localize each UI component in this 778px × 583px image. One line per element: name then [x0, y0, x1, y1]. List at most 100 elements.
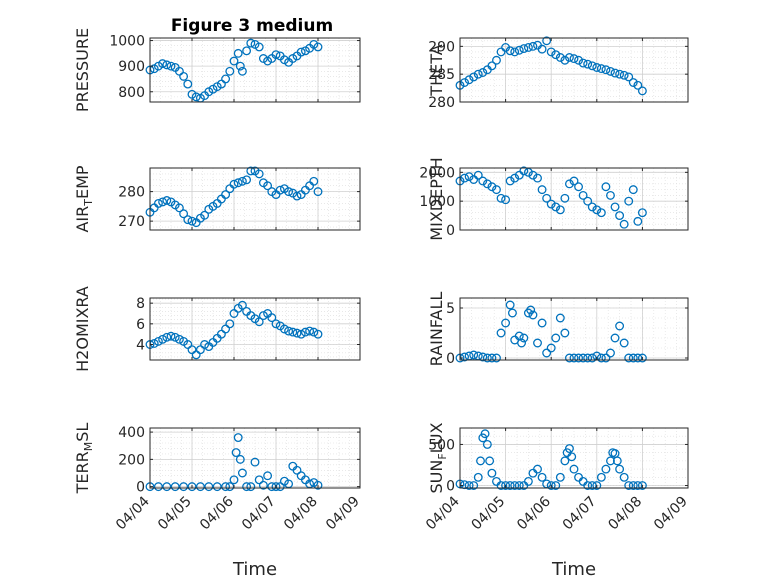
data-point: [628, 185, 638, 195]
data-point: [592, 481, 602, 490]
data-point: [533, 338, 542, 348]
x-tick-label: 04/07: [560, 494, 600, 534]
y-tick-label: 8: [136, 296, 145, 312]
axes-frame: [459, 167, 689, 231]
data-point: [305, 326, 315, 336]
data-point: [615, 321, 625, 331]
y-tick-label: 280: [118, 185, 145, 201]
data-point: [473, 472, 483, 482]
data-point: [510, 47, 520, 57]
data-point: [267, 313, 277, 323]
data-point: [187, 216, 197, 226]
y-axis-label: TERRMSL: [73, 423, 95, 495]
data-point: [235, 61, 245, 71]
data-point: [555, 205, 565, 215]
data-point: [505, 46, 515, 56]
data-point: [275, 185, 285, 195]
data-point: [496, 481, 506, 490]
data-point: [528, 170, 538, 180]
data-point: [519, 44, 529, 54]
data-point: [564, 53, 574, 62]
data-point: [551, 50, 561, 60]
data-point: [271, 482, 281, 492]
panel-h2omixra: 4 6 8 H2OMIXRA: [73, 286, 361, 372]
data-point: [284, 187, 294, 197]
data-point: [229, 56, 239, 66]
data-point: [555, 53, 565, 62]
x-tick-label: 04/08: [281, 494, 321, 534]
data-point: [526, 305, 536, 315]
data-point: [542, 348, 552, 358]
panel-sun_flux: 0 500 04/04 04/05 04/06 04/07 04/08 04/09 Time SU…: [423, 422, 691, 580]
data-point: [564, 353, 574, 363]
data-point: [473, 69, 483, 79]
data-point: [528, 41, 538, 51]
data-point: [162, 332, 172, 342]
data-point: [237, 66, 247, 76]
data-point: [564, 444, 574, 453]
data-point: [615, 69, 625, 79]
data-point: [542, 193, 552, 203]
data-point: [313, 329, 323, 339]
data-point: [221, 482, 231, 492]
data-point: [596, 64, 606, 74]
y-tick-label: 0: [136, 480, 145, 496]
data-point: [469, 481, 479, 490]
data-point: [496, 193, 506, 203]
data-point: [469, 72, 479, 82]
data-point: [633, 80, 643, 90]
data-point: [523, 476, 533, 486]
data-point: [271, 50, 281, 60]
data-point: [292, 191, 302, 201]
panel-air_temp: 270 280 AIRTEMP: [73, 165, 361, 233]
data-point: [514, 45, 524, 55]
data-point: [637, 353, 647, 363]
data-point: [606, 190, 615, 200]
data-point: [637, 481, 647, 490]
data-point: [183, 79, 193, 89]
data-point: [574, 353, 584, 363]
data-point: [574, 55, 584, 65]
data-point: [170, 482, 180, 492]
data-point: [619, 472, 629, 482]
y-tick-label: 285: [428, 67, 455, 83]
data-point: [254, 475, 264, 485]
data-point: [633, 353, 643, 363]
data-point: [233, 48, 243, 58]
y-tick-label: 270: [118, 214, 145, 230]
data-point: [619, 219, 629, 229]
data-point: [587, 481, 597, 490]
data-point: [464, 172, 474, 182]
x-tick-label: 04/04: [423, 493, 463, 533]
y-tick-label: 2000: [419, 165, 455, 181]
y-tick-label: 6: [136, 317, 145, 333]
data-point: [583, 59, 593, 69]
y-axis-label: PRESSURE: [73, 28, 92, 112]
data-point: [601, 464, 611, 474]
data-point: [229, 475, 239, 485]
data-point: [191, 92, 201, 102]
data-point: [610, 202, 620, 212]
y-tick-label: 800: [118, 85, 145, 101]
data-point: [225, 66, 235, 76]
data-point: [292, 328, 302, 338]
data-point: [174, 334, 184, 344]
x-tick-label: 04/09: [323, 494, 363, 534]
data-point: [528, 310, 538, 320]
data-point: [619, 338, 629, 348]
y-axis-label: AIRTEMP: [73, 165, 95, 232]
data-point: [179, 209, 189, 219]
data-point: [578, 58, 588, 68]
data-point: [624, 196, 634, 206]
x-axis-label: Time: [232, 559, 277, 580]
data-point: [478, 176, 488, 186]
y-tick-label: 1000: [109, 34, 145, 50]
data-point: [166, 331, 176, 341]
data-point: [583, 196, 593, 206]
data-point: [288, 327, 298, 337]
y-tick-label: 1000: [419, 194, 455, 210]
data-point: [233, 178, 243, 188]
x-tick-label: 04/06: [197, 493, 237, 533]
